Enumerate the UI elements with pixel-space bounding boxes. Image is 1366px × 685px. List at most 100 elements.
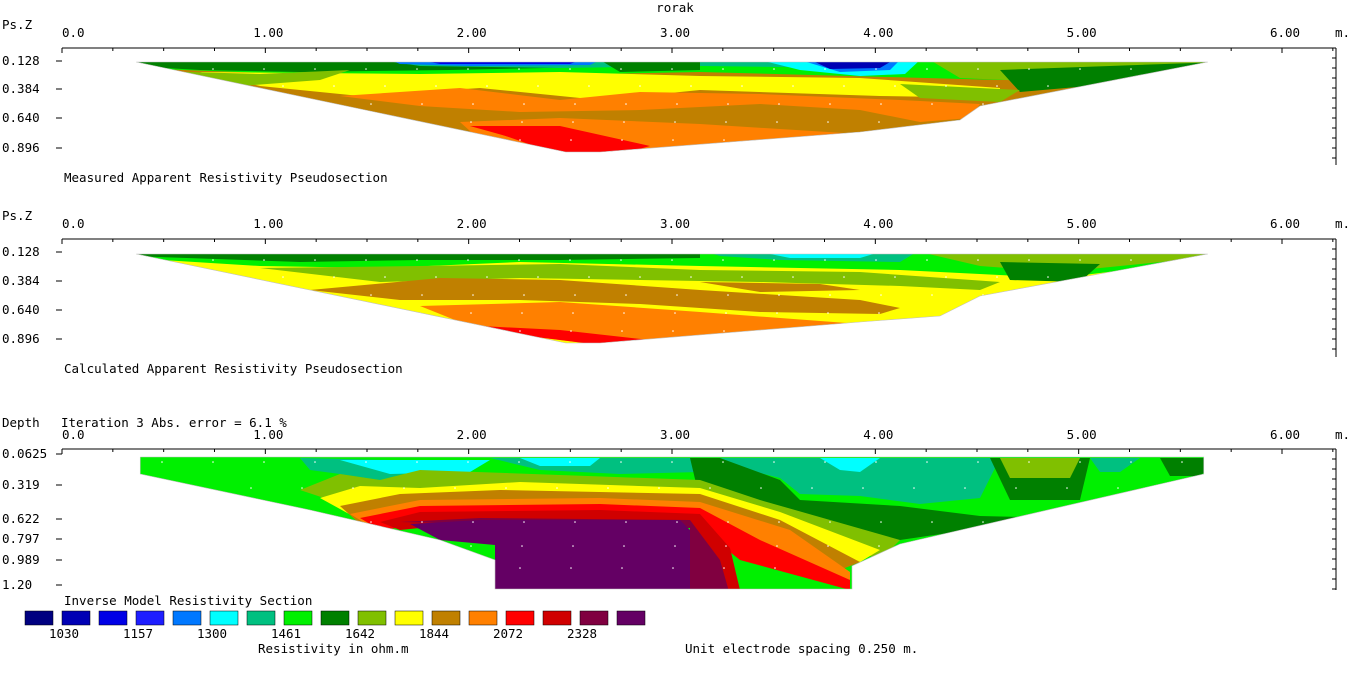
data-point xyxy=(623,121,625,123)
data-point xyxy=(674,121,676,123)
p1-x-tick-label: 6.00 xyxy=(1270,25,1300,40)
p1-y-tick-label: 0.384 xyxy=(2,81,40,96)
data-point xyxy=(421,103,423,105)
legend-swatch xyxy=(135,610,165,626)
data-point xyxy=(519,567,521,569)
p2-x-unit: m. xyxy=(1335,216,1350,231)
data-point xyxy=(773,461,775,463)
data-point xyxy=(537,85,539,87)
data-point xyxy=(365,68,367,70)
data-point xyxy=(829,521,831,523)
data-point xyxy=(1181,68,1183,70)
data-point xyxy=(319,294,321,296)
data-point xyxy=(1047,85,1049,87)
data-point xyxy=(977,461,979,463)
data-point xyxy=(1066,487,1068,489)
data-point xyxy=(671,259,673,261)
panel3-contours xyxy=(140,457,1204,589)
data-point xyxy=(569,259,571,261)
data-point xyxy=(996,276,998,278)
p2-x-tick-label: 2.00 xyxy=(457,216,487,231)
p1-y-tick-label: 0.128 xyxy=(2,53,40,68)
data-point xyxy=(875,259,877,261)
data-point xyxy=(639,276,641,278)
panel3-y-ticks: 0.0625 0.319 0.622 0.797 0.989 1.20 xyxy=(2,446,62,592)
data-point xyxy=(518,259,520,261)
data-point xyxy=(1079,68,1081,70)
p3-y-tick-label: 0.797 xyxy=(2,531,40,546)
data-point xyxy=(314,461,316,463)
data-point xyxy=(658,487,660,489)
data-point xyxy=(454,487,456,489)
data-point xyxy=(370,294,372,296)
data-point xyxy=(792,276,794,278)
data-point xyxy=(518,461,520,463)
data-point xyxy=(773,68,775,70)
p3-x-tick-label: 5.00 xyxy=(1067,427,1097,442)
data-point xyxy=(824,259,826,261)
data-point xyxy=(725,121,727,123)
data-point xyxy=(878,545,880,547)
data-point xyxy=(470,545,472,547)
data-point xyxy=(521,312,523,314)
data-point xyxy=(982,521,984,523)
data-point xyxy=(231,85,233,87)
legend-label: 2072 xyxy=(493,626,523,641)
legend-label: 2328 xyxy=(567,626,597,641)
data-point xyxy=(263,68,265,70)
data-point xyxy=(574,103,576,105)
data-point xyxy=(723,139,725,141)
p2-y-tick-label: 0.384 xyxy=(2,273,40,288)
data-point xyxy=(588,276,590,278)
data-point xyxy=(824,68,826,70)
data-point xyxy=(570,139,572,141)
data-point xyxy=(964,487,966,489)
data-point xyxy=(472,294,474,296)
data-point xyxy=(880,521,882,523)
data-point xyxy=(880,294,882,296)
data-point xyxy=(212,68,214,70)
data-point xyxy=(231,276,233,278)
color-legend: 1030 1157 1300 1461 1642 1844 2072 2328 xyxy=(24,610,646,641)
legend-swatch xyxy=(357,610,387,626)
data-point xyxy=(333,85,335,87)
data-point xyxy=(776,545,778,547)
p2-x-tick-label: 3.00 xyxy=(660,216,690,231)
panel2-ylabel: Ps.Z xyxy=(2,208,33,223)
legend-swatch xyxy=(431,610,461,626)
data-point xyxy=(470,121,472,123)
panel1-ylabel: Ps.Z xyxy=(2,17,33,32)
p3-x-tick-label: 3.00 xyxy=(660,427,690,442)
data-point xyxy=(521,545,523,547)
p1-x-tick-label: 1.00 xyxy=(253,25,283,40)
p1-x-tick-label: 0.0 xyxy=(62,25,85,40)
data-point xyxy=(574,294,576,296)
legend-swatch xyxy=(24,610,54,626)
data-point xyxy=(827,121,829,123)
data-point xyxy=(620,68,622,70)
data-point xyxy=(625,294,627,296)
panel2-x-ticks: 0.0 1.00 2.00 3.00 4.00 5.00 6.00 m. xyxy=(61,216,1350,357)
panel1-x-ticks: 0.0 1.00 2.00 3.00 4.00 5.00 6.00 m. xyxy=(61,25,1350,165)
legend-swatch xyxy=(283,610,313,626)
legend-swatch xyxy=(209,610,239,626)
data-point xyxy=(537,276,539,278)
p3-y-tick-label: 0.622 xyxy=(2,511,40,526)
data-point xyxy=(384,276,386,278)
data-point xyxy=(1130,259,1132,261)
p1-x-tick-label: 4.00 xyxy=(863,25,893,40)
data-point xyxy=(569,68,571,70)
legend-label: 1844 xyxy=(419,626,449,641)
data-point xyxy=(301,487,303,489)
data-point xyxy=(875,461,877,463)
data-point xyxy=(607,487,609,489)
data-point xyxy=(621,330,623,332)
data-point xyxy=(263,461,265,463)
data-point xyxy=(403,487,405,489)
p1-x-tick-label: 3.00 xyxy=(660,25,690,40)
legend-unit-label: Resistivity in ohm.m xyxy=(258,641,409,656)
p2-x-tick-label: 1.00 xyxy=(253,216,283,231)
data-point xyxy=(419,545,421,547)
data-point xyxy=(625,103,627,105)
